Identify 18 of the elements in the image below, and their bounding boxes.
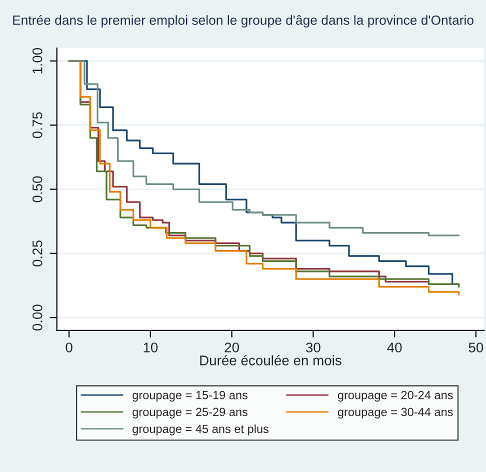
x-tick-label: 30 xyxy=(306,342,320,352)
x-tick-label: 50 xyxy=(468,342,484,352)
legend-label: groupage = 20-24 ans xyxy=(338,390,453,402)
legend-label: groupage = 45 ans et plus xyxy=(132,424,269,436)
legend-label: groupage = 15-19 ans xyxy=(132,390,248,402)
legend-label: groupage = 25-29 ans xyxy=(132,408,248,418)
y-tick-label: 0.00 xyxy=(32,304,42,331)
y-tick-label: 0.75 xyxy=(32,112,42,138)
x-axis-title: Durée écoulée en mois xyxy=(200,354,342,366)
x-tick-label: 20 xyxy=(224,342,239,352)
y-tick-label: 0.50 xyxy=(32,176,42,202)
x-tick-label: 0 xyxy=(66,342,72,352)
x-tick-label: 40 xyxy=(387,342,402,352)
chart-title: Entrée dans le premier emploi selon le groupe d'âge dans la province d'Ontario xyxy=(13,15,474,28)
y-tick-label: 1.00 xyxy=(32,48,42,74)
y-tick-label: 0.25 xyxy=(32,240,42,266)
x-tick-label: 10 xyxy=(144,342,158,352)
legend-label: groupage = 30-44 ans xyxy=(338,408,453,418)
